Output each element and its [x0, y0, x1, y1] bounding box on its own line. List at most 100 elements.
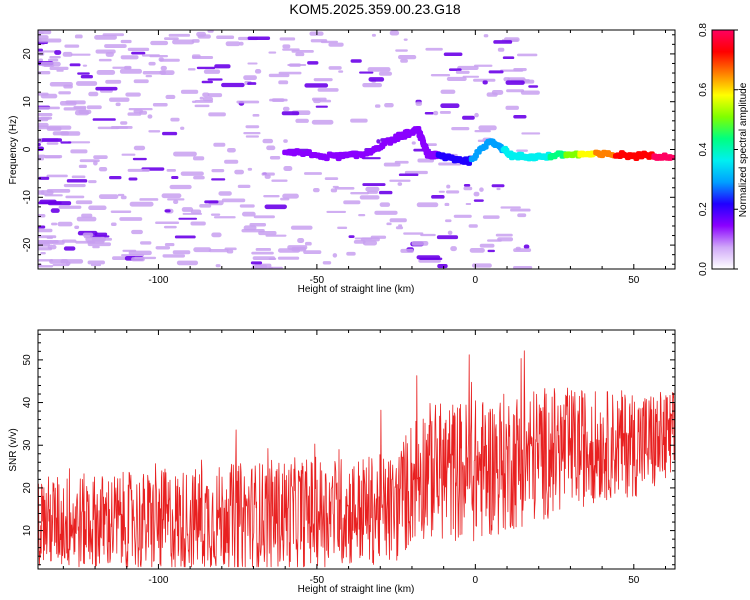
spectrogram-speckle [358, 213, 366, 217]
spectrogram-speckle [164, 242, 175, 247]
spectrogram-speckle [463, 184, 471, 187]
spectrogram-speckle [251, 266, 273, 269]
spectrogram-speckle [178, 217, 198, 220]
spectrogram-speckle [159, 58, 180, 62]
spectrogram-speckle [378, 190, 393, 195]
spectrogram-speckle [521, 132, 541, 135]
spectrogram-speckle [204, 200, 219, 204]
spectrogram-speckle [261, 172, 275, 176]
spectrogram-speckle [502, 56, 515, 60]
spectrogram-speckle [164, 37, 179, 41]
spectrogram-speckle [88, 205, 107, 210]
spectrogram-speckle [433, 110, 439, 116]
spectrogram-speckle [96, 70, 116, 75]
y-tick-label: -20 [22, 237, 33, 252]
spectrogram-speckle [171, 175, 179, 180]
spectrogram-speckle [324, 177, 339, 180]
spectrogram-speckle [48, 125, 72, 130]
spectrogram-speckle [241, 211, 256, 217]
spectrogram-speckle [211, 168, 225, 173]
spectrogram-speckle [95, 49, 116, 54]
spectrogram-speckle [245, 135, 260, 138]
spectrogram-speckle [451, 127, 470, 131]
spectrogram-speckle [491, 184, 505, 188]
spectrogram-speckle [180, 126, 185, 130]
spectrogram-speckle [70, 53, 91, 56]
figure-title: KOM5.2025.359.00.23.G18 [289, 1, 460, 17]
spectrogram-speckle [359, 71, 374, 74]
spectrogram-speckle [425, 47, 443, 51]
spectrogram-speckle [400, 59, 408, 63]
spectrogram-speckle [506, 89, 525, 93]
spectrogram-speckle [208, 248, 229, 253]
y-tick-label: 0 [22, 146, 33, 152]
spectrogram-speckle [445, 219, 452, 223]
y-tick-label: 20 [22, 482, 33, 494]
spectrogram-speckle [49, 66, 69, 70]
spectrogram-speckle [133, 145, 146, 151]
colorbar-tick-label: 0.8 [698, 23, 709, 37]
spectrogram-speckle [60, 141, 72, 144]
spectrogram-speckle [252, 256, 276, 261]
colorbar-tick-label: 0.4 [698, 142, 709, 156]
spectrogram-speckle [148, 61, 156, 66]
spectrogram-speckle [239, 204, 255, 208]
spectrogram-speckle [311, 119, 334, 125]
spectrogram-marks [38, 30, 675, 269]
spectrogram-speckle [513, 68, 527, 72]
spectrogram-speckle [251, 251, 274, 255]
spectrogram-speckle [287, 245, 308, 250]
spectrogram-speckle [176, 260, 199, 266]
spectrogram-speckle [47, 244, 57, 250]
spectrogram-speckle [110, 210, 132, 213]
spectrogram-speckle [279, 37, 296, 41]
spectrogram-speckle [278, 71, 302, 75]
spectrogram-speckle [125, 92, 141, 97]
spectrogram-speckle [280, 197, 290, 201]
spectrogram-speckle [350, 118, 368, 123]
spectrogram-speckle [160, 65, 167, 71]
spectrogram-speckle [38, 146, 45, 152]
spectrogram-speckle [315, 105, 328, 108]
spectrogram-speckle [440, 89, 456, 94]
spectrogram-speckle [328, 42, 344, 47]
spectrogram-speckle [167, 198, 185, 201]
spectrogram-speckle [241, 228, 265, 233]
spectrogram-speckle [384, 102, 394, 108]
spectrogram-speckle [440, 103, 460, 109]
spectrogram-speckle [169, 184, 192, 190]
spectrogram-speckle [207, 93, 223, 98]
spectrogram-speckle [38, 122, 49, 128]
spectrogram-speckle [74, 34, 83, 39]
spectrogram-speckle [236, 100, 260, 104]
spectrogram-speckle [174, 235, 196, 239]
spectrogram-speckle [58, 205, 82, 209]
spectrogram-speckle [38, 142, 41, 147]
spectrogram-speckle [164, 209, 171, 213]
spectrogram-speckle [139, 198, 159, 201]
spectrogram-speckle [38, 106, 60, 110]
spectrogram-speckle [503, 77, 511, 82]
spectrogram-speckle [115, 102, 121, 107]
spectrogram-speckle [367, 67, 391, 72]
spectrogram-speckle [252, 113, 260, 117]
spectrogram-speckle [148, 130, 161, 133]
spectrogram-speckle [304, 83, 329, 88]
spectrogram-speckle [82, 232, 94, 238]
spectrogram-speckle [46, 142, 59, 145]
spectrogram-speckle [213, 142, 226, 147]
spectrogram-speckle [92, 118, 116, 121]
spectrogram-speckle [39, 199, 57, 204]
snr-y-label: SNR (v/v) [8, 428, 19, 471]
spectrogram-speckle [463, 186, 473, 191]
spectrogram-speckle [40, 61, 61, 67]
spectrogram-speckle [334, 186, 355, 190]
spectrogram-speckle [69, 63, 81, 67]
spectrogram-speckle [516, 149, 528, 152]
spectrogram-speckle [271, 179, 288, 182]
spectrogram-speckle [247, 82, 257, 85]
spectrogram-speckle [88, 91, 99, 97]
spectrogram-speckle [291, 49, 314, 53]
spectrogram-speckle [75, 81, 98, 86]
spectrogram-speckle [304, 172, 323, 175]
